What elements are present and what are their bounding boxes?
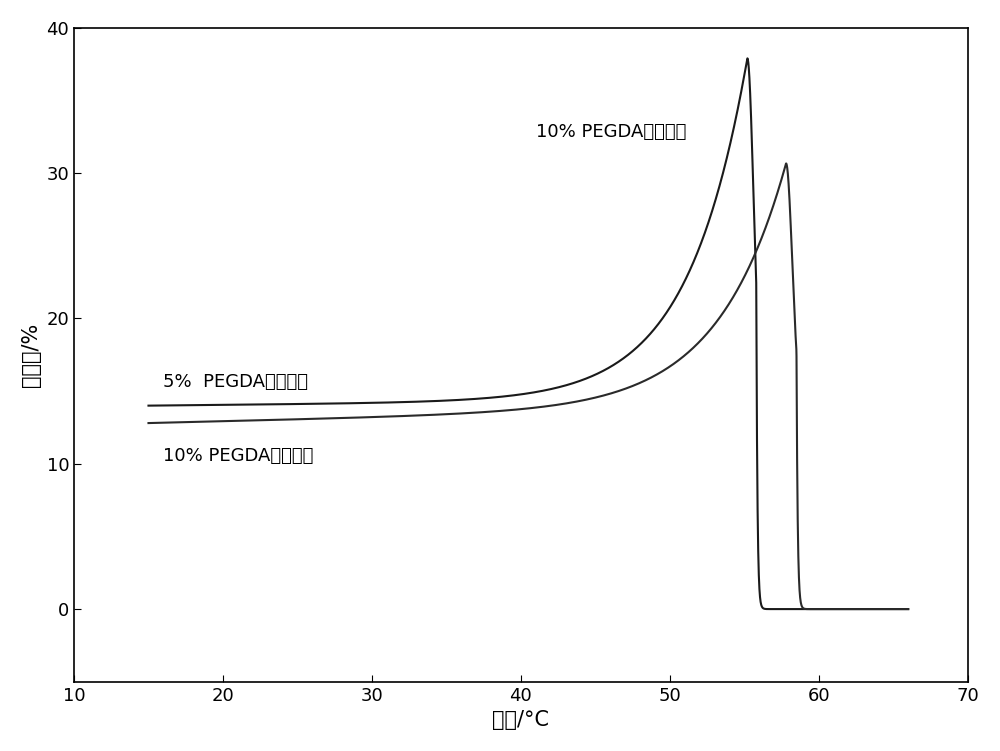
X-axis label: 温度/°C: 温度/°C — [492, 710, 549, 730]
Text: 10% PEGDA凝胶纤维: 10% PEGDA凝胶纤维 — [536, 123, 686, 141]
Text: 5%  PEGDA凝胶纤维: 5% PEGDA凝胶纤维 — [163, 372, 308, 391]
Text: 10% PEGDA凝胶纤维: 10% PEGDA凝胶纤维 — [163, 447, 314, 465]
Y-axis label: 透射率/%: 透射率/% — [21, 323, 41, 387]
